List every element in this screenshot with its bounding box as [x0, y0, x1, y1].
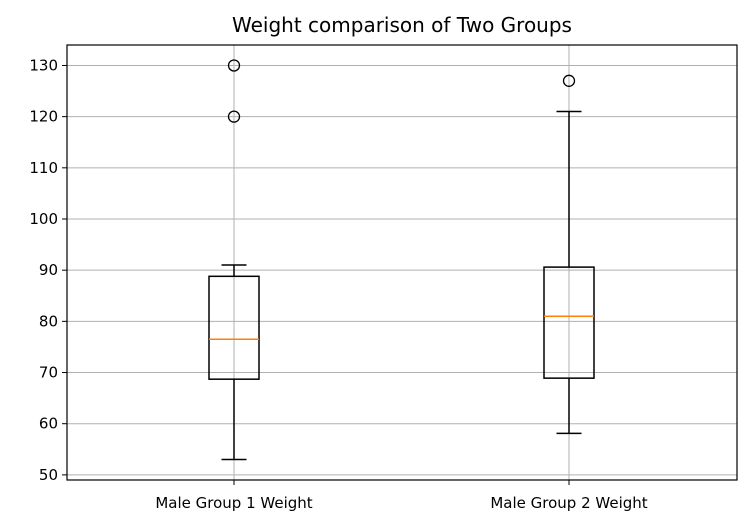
grid-layer — [67, 45, 737, 480]
outlier-point — [227, 110, 241, 123]
x-tick-label: Male Group 2 Weight — [490, 494, 647, 512]
box-series-1 — [208, 59, 260, 461]
box-layer — [208, 59, 595, 461]
y-tick-label: 130 — [29, 56, 58, 74]
outlier-point — [562, 74, 576, 87]
axis-layer: 50 60 70 80 90 100 110 120 130 Male Group 1 Weigh… — [29, 56, 647, 512]
y-tick-label: 110 — [29, 159, 58, 177]
y-tick-label: 120 — [29, 108, 58, 126]
y-tick-label: 80 — [39, 312, 58, 330]
iqr-box — [543, 266, 595, 379]
box-series-2 — [543, 74, 595, 435]
y-tick-label: 60 — [39, 415, 58, 433]
y-tick-label: 90 — [39, 261, 58, 279]
y-tick-label: 100 — [29, 210, 58, 228]
chart-title: Weight comparison of Two Groups — [232, 13, 572, 37]
iqr-box — [208, 275, 260, 380]
y-tick-label: 70 — [39, 364, 58, 382]
y-tick-label: 50 — [39, 466, 58, 484]
outlier-point — [227, 59, 241, 72]
plot-frame — [66, 44, 738, 481]
x-tick-label: Male Group 1 Weight — [155, 494, 312, 512]
